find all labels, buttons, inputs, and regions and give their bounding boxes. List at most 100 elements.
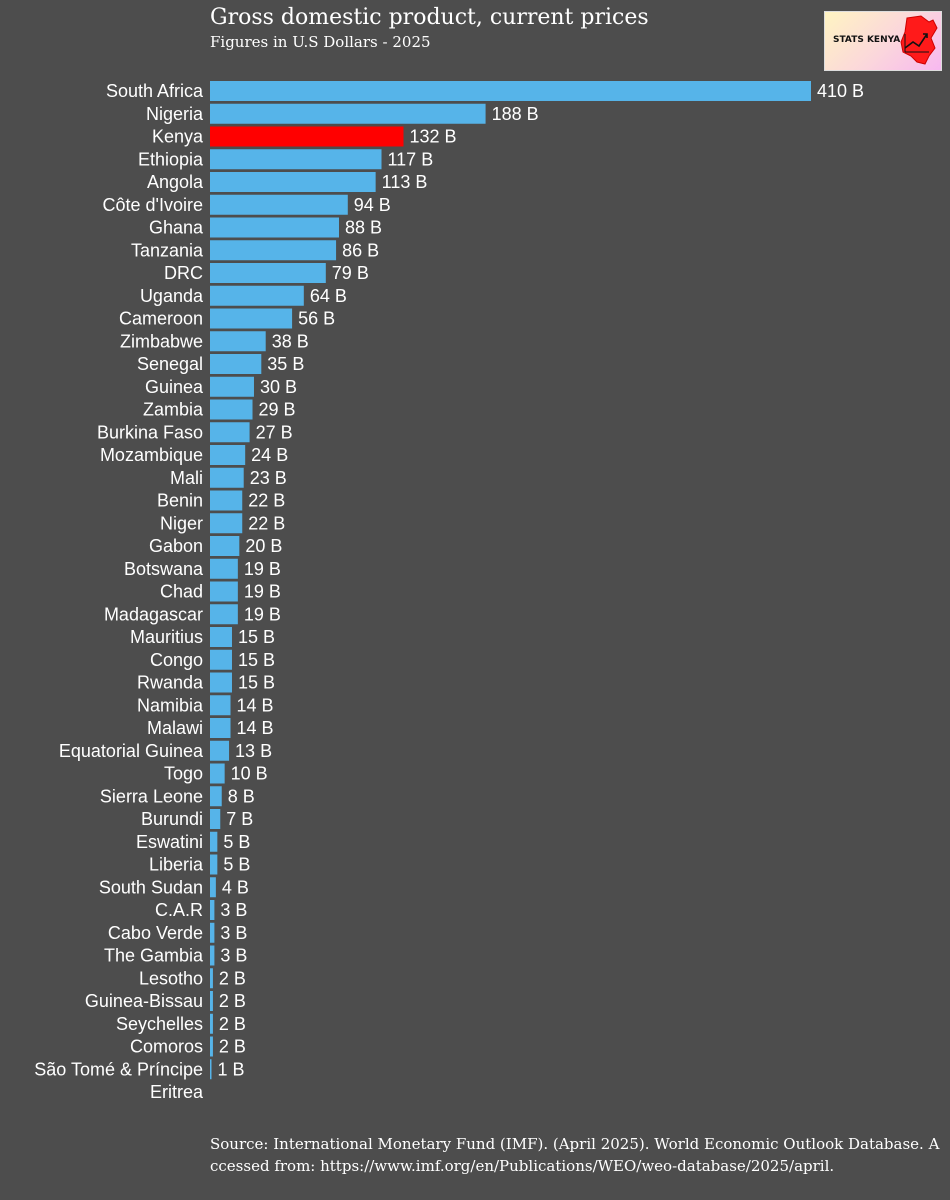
category-label-tanzania: Tanzania — [131, 240, 204, 260]
value-label-liberia: 5 B — [223, 855, 250, 875]
value-label-cabo-verde: 3 B — [220, 923, 247, 943]
value-label-c-a-r: 3 B — [220, 900, 247, 920]
value-label-botswana: 19 B — [244, 559, 281, 579]
chart-subtitle: Figures in U.S Dollars - 2025 — [210, 33, 431, 51]
bar-sierra-leone — [210, 786, 222, 807]
value-label-cote-d-ivoire: 94 B — [354, 195, 391, 215]
value-label-zimbabwe: 38 B — [272, 331, 309, 351]
bar-eswatini — [210, 831, 218, 852]
value-label-zambia: 29 B — [259, 400, 296, 420]
category-label-cameroon: Cameroon — [119, 309, 203, 329]
category-label-the-gambia: The Gambia — [104, 946, 204, 966]
category-label-botswana: Botswana — [124, 559, 204, 579]
value-label-ethiopia: 117 B — [388, 149, 434, 169]
value-label-niger: 22 B — [248, 513, 285, 533]
category-label-mali: Mali — [170, 468, 203, 488]
value-label-sierra-leone: 8 B — [228, 786, 255, 806]
category-label-ethiopia: Ethiopia — [138, 149, 204, 169]
value-label-mali: 23 B — [250, 468, 287, 488]
category-label-nigeria: Nigeria — [146, 104, 204, 124]
category-label-seychelles: Seychelles — [116, 1014, 203, 1034]
category-label-ghana: Ghana — [149, 218, 204, 238]
bar-madagascar — [210, 604, 238, 625]
value-label-uganda: 64 B — [310, 286, 347, 306]
bar-nigeria — [210, 103, 486, 124]
bar-congo — [210, 649, 232, 670]
category-label-togo: Togo — [164, 764, 203, 784]
bar-guinea — [210, 376, 254, 397]
logo-text: STATS KENYA — [833, 35, 901, 45]
category-label-uganda: Uganda — [140, 286, 204, 306]
value-label-south-sudan: 4 B — [222, 877, 249, 897]
category-label-sierra-leone: Sierra Leone — [100, 786, 203, 806]
bar-south-sudan — [210, 877, 216, 898]
bar-cameroon — [210, 308, 293, 329]
value-label-seychelles: 2 B — [219, 1014, 246, 1034]
value-label-drc: 79 B — [332, 263, 369, 283]
bar-namibia — [210, 695, 231, 716]
bar-benin — [210, 490, 243, 511]
category-label-equatorial-guinea: Equatorial Guinea — [59, 741, 204, 761]
category-label-kenya: Kenya — [152, 127, 204, 147]
bar-malawi — [210, 718, 231, 738]
bar-equatorial-guinea — [210, 740, 230, 761]
value-label-kenya: 132 B — [409, 127, 456, 147]
bar-tanzania — [210, 240, 337, 261]
bar-c-a-r — [210, 900, 215, 920]
value-label-tanzania: 86 B — [342, 240, 379, 260]
bar-the-gambia — [210, 945, 215, 966]
bar-comoros — [210, 1036, 213, 1057]
bar-burundi — [210, 809, 221, 829]
category-label-cote-d-ivoire: Côte d'Ivoire — [103, 195, 204, 215]
value-label-ghana: 88 B — [345, 218, 382, 238]
category-label-c-a-r: C.A.R — [155, 900, 203, 920]
value-label-sao-tome-principe: 1 B — [218, 1059, 245, 1079]
category-label-malawi: Malawi — [147, 718, 203, 738]
category-label-liberia: Liberia — [149, 855, 204, 875]
value-label-benin: 22 B — [248, 491, 285, 511]
value-label-guinea-bissau: 2 B — [219, 991, 246, 1011]
category-label-gabon: Gabon — [149, 536, 203, 556]
category-label-namibia: Namibia — [137, 695, 204, 715]
bar-mali — [210, 467, 244, 488]
category-label-zimbabwe: Zimbabwe — [120, 331, 203, 351]
value-label-equatorial-guinea: 13 B — [235, 741, 272, 761]
category-label-south-sudan: South Sudan — [99, 877, 203, 897]
bar-niger — [210, 513, 243, 534]
bar-zambia — [210, 399, 253, 420]
bar-senegal — [210, 354, 262, 374]
bar-guinea-bissau — [210, 991, 213, 1011]
category-label-comoros: Comoros — [130, 1037, 203, 1057]
category-label-cabo-verde: Cabo Verde — [108, 923, 203, 943]
category-label-mauritius: Mauritius — [130, 627, 203, 647]
category-label-eswatini: Eswatini — [136, 832, 203, 852]
value-label-burkina-faso: 27 B — [256, 422, 293, 442]
category-label-rwanda: Rwanda — [137, 673, 204, 693]
bar-kenya — [210, 126, 404, 147]
value-label-nigeria: 188 B — [492, 104, 539, 124]
value-label-congo: 15 B — [238, 650, 275, 670]
bar-cabo-verde — [210, 922, 215, 943]
value-label-guinea: 30 B — [260, 377, 297, 397]
value-label-cameroon: 56 B — [298, 309, 335, 329]
bar-mozambique — [210, 445, 246, 465]
bar-togo — [210, 763, 225, 784]
category-label-burundi: Burundi — [141, 809, 203, 829]
value-label-chad: 19 B — [244, 582, 281, 602]
kenya-map-icon — [900, 15, 938, 65]
category-label-mozambique: Mozambique — [100, 445, 203, 465]
category-label-sao-tome-principe: São Tomé & Príncipe — [34, 1059, 203, 1079]
bar-mauritius — [210, 627, 232, 647]
bar-lesotho — [210, 968, 213, 989]
value-label-namibia: 14 B — [237, 695, 274, 715]
category-label-drc: DRC — [164, 263, 203, 283]
bar-ghana — [210, 217, 339, 238]
bar-botswana — [210, 558, 238, 579]
value-label-madagascar: 19 B — [244, 604, 281, 624]
bar-chart: South Africa 410 B Nigeria 188 B Kenya 132 B E… — [34, 81, 864, 1102]
category-label-zambia: Zambia — [143, 400, 204, 420]
value-label-eswatini: 5 B — [223, 832, 250, 852]
bar-angola — [210, 172, 376, 192]
value-label-mozambique: 24 B — [251, 445, 288, 465]
